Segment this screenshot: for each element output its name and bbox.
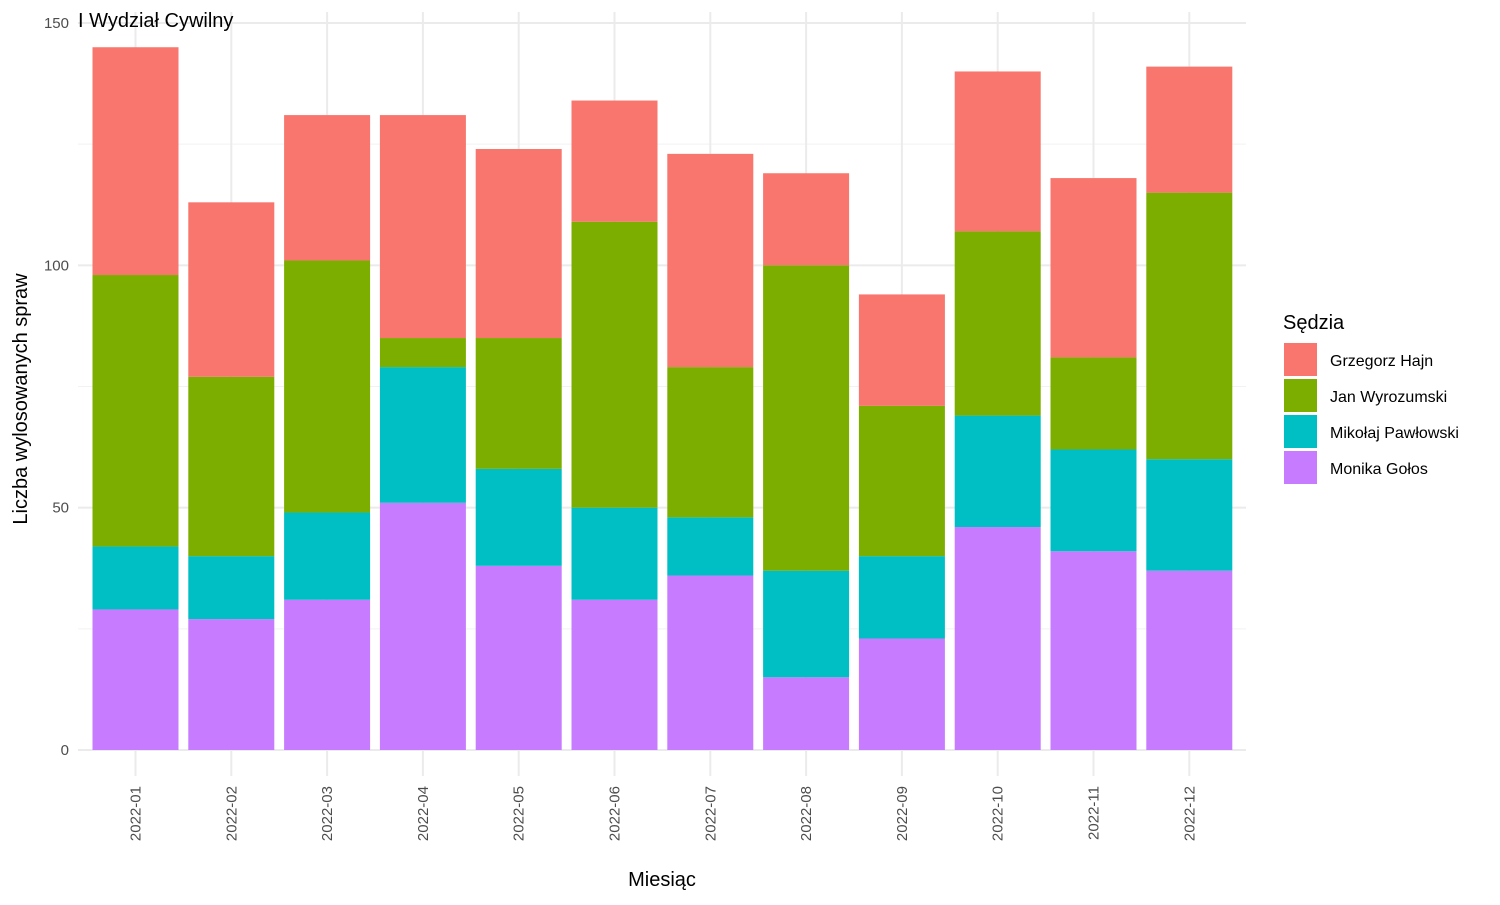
bar-segment-jan-wyrozumski-2022-06 [571,221,658,508]
x-tick-label: 2022-02 [223,786,240,841]
bar-segment-monika-go-os-2022-03 [284,599,371,750]
legend-swatch [1284,379,1317,412]
legend-label: Grzegorz Hajn [1330,353,1433,370]
x-tick-label: 2022-09 [894,786,911,841]
bar-segment-monika-go-os-2022-04 [379,502,466,750]
bar-segment-grzegorz-hajn-2022-04 [379,115,466,339]
x-tick-label: 2022-01 [128,786,145,841]
bar-segment-jan-wyrozumski-2022-10 [954,231,1041,416]
bar-segment-jan-wyrozumski-2022-09 [858,405,945,557]
legend-title: Sędzia [1283,312,1345,334]
bar-segment-jan-wyrozumski-2022-04 [379,338,466,368]
bar-segment-jan-wyrozumski-2022-02 [188,376,275,557]
legend-label: Monika Gołos [1330,461,1428,478]
x-tick-label: 2022-03 [319,786,336,841]
legend-swatch [1284,415,1317,448]
bar-segment-grzegorz-hajn-2022-01 [92,47,179,276]
bar-segment-miko-aj-paw-owski-2022-08 [763,570,850,678]
bar-segment-grzegorz-hajn-2022-03 [284,115,371,261]
bar-segment-miko-aj-paw-owski-2022-05 [475,468,562,566]
bar-segment-jan-wyrozumski-2022-01 [92,275,179,547]
bar-segment-miko-aj-paw-owski-2022-01 [92,546,179,610]
x-tick-label: 2022-12 [1181,786,1198,841]
legend-swatch [1284,343,1317,376]
bar-segment-grzegorz-hajn-2022-06 [571,100,658,222]
y-tick-label: 100 [44,257,69,274]
x-tick-label: 2022-07 [702,786,719,841]
bar-segment-miko-aj-paw-owski-2022-07 [667,517,754,576]
bar-segment-monika-go-os-2022-12 [1146,570,1233,750]
y-tick-label: 0 [61,742,69,759]
bar-segment-monika-go-os-2022-07 [667,575,754,750]
bar-segment-grzegorz-hajn-2022-10 [954,71,1041,232]
bar-segment-monika-go-os-2022-11 [1050,551,1137,750]
bar-segment-jan-wyrozumski-2022-07 [667,367,754,518]
legend-items: Grzegorz Hajn Jan Wyrozumski Mikołaj Pawło… [1284,343,1459,484]
legend-swatch [1284,451,1317,484]
legend: Sędzia Grzegorz Hajn Jan Wyrozumski Mikoła… [1283,312,1459,484]
bar-segment-monika-go-os-2022-02 [188,619,275,750]
bar-segment-grzegorz-hajn-2022-02 [188,202,275,377]
x-tick-label: 2022-10 [990,786,1007,841]
y-axis-title: Liczba wylosowanych spraw [10,273,32,525]
bar-segment-miko-aj-paw-owski-2022-12 [1146,459,1233,571]
bar-segment-grzegorz-hajn-2022-11 [1050,178,1137,358]
bar-segment-miko-aj-paw-owski-2022-04 [379,367,466,503]
bar-segment-jan-wyrozumski-2022-12 [1146,192,1233,460]
bar-segment-miko-aj-paw-owski-2022-06 [571,507,658,600]
bar-segment-grzegorz-hajn-2022-05 [475,149,562,339]
y-tick-label: 150 [44,15,69,32]
bar-segment-miko-aj-paw-owski-2022-02 [188,556,275,620]
y-axis-tick-labels: 0 50 100 150 [44,15,69,759]
bar-segment-monika-go-os-2022-10 [954,527,1041,750]
y-tick-label: 50 [52,500,69,517]
x-tick-label: 2022-05 [511,786,528,841]
x-axis-tick-labels: 2022-01 2022-02 2022-03 2022-04 2022-05 2022-… [128,786,1199,841]
legend-label: Mikołaj Pawłowski [1330,425,1459,442]
bar-segment-grzegorz-hajn-2022-09 [858,294,945,406]
x-axis-title: Miesiąc [628,869,696,891]
bar-segment-grzegorz-hajn-2022-12 [1146,66,1233,193]
bar-segment-monika-go-os-2022-09 [858,638,945,750]
bar-segment-jan-wyrozumski-2022-05 [475,338,562,469]
bars [92,47,1233,750]
bar-segment-monika-go-os-2022-05 [475,565,562,750]
bar-segment-grzegorz-hajn-2022-08 [763,173,850,266]
bar-segment-jan-wyrozumski-2022-11 [1050,357,1137,450]
bar-segment-jan-wyrozumski-2022-08 [763,265,850,571]
x-tick-label: 2022-08 [798,786,815,841]
bar-segment-monika-go-os-2022-08 [763,677,850,750]
legend-label: Jan Wyrozumski [1330,389,1447,406]
bar-segment-miko-aj-paw-owski-2022-10 [954,415,1041,528]
bar-segment-miko-aj-paw-owski-2022-11 [1050,449,1137,552]
x-tick-label: 2022-11 [1086,786,1103,840]
bar-segment-monika-go-os-2022-06 [571,599,658,750]
bar-segment-jan-wyrozumski-2022-03 [284,260,371,513]
x-tick-label: 2022-06 [607,786,624,841]
chart-title: I Wydział Cywilny [78,10,233,32]
bar-segment-miko-aj-paw-owski-2022-03 [284,512,371,600]
x-tick-label: 2022-04 [415,786,432,841]
bar-segment-grzegorz-hajn-2022-07 [667,153,754,368]
bar-segment-monika-go-os-2022-01 [92,609,179,750]
bar-segment-miko-aj-paw-owski-2022-09 [858,556,945,639]
